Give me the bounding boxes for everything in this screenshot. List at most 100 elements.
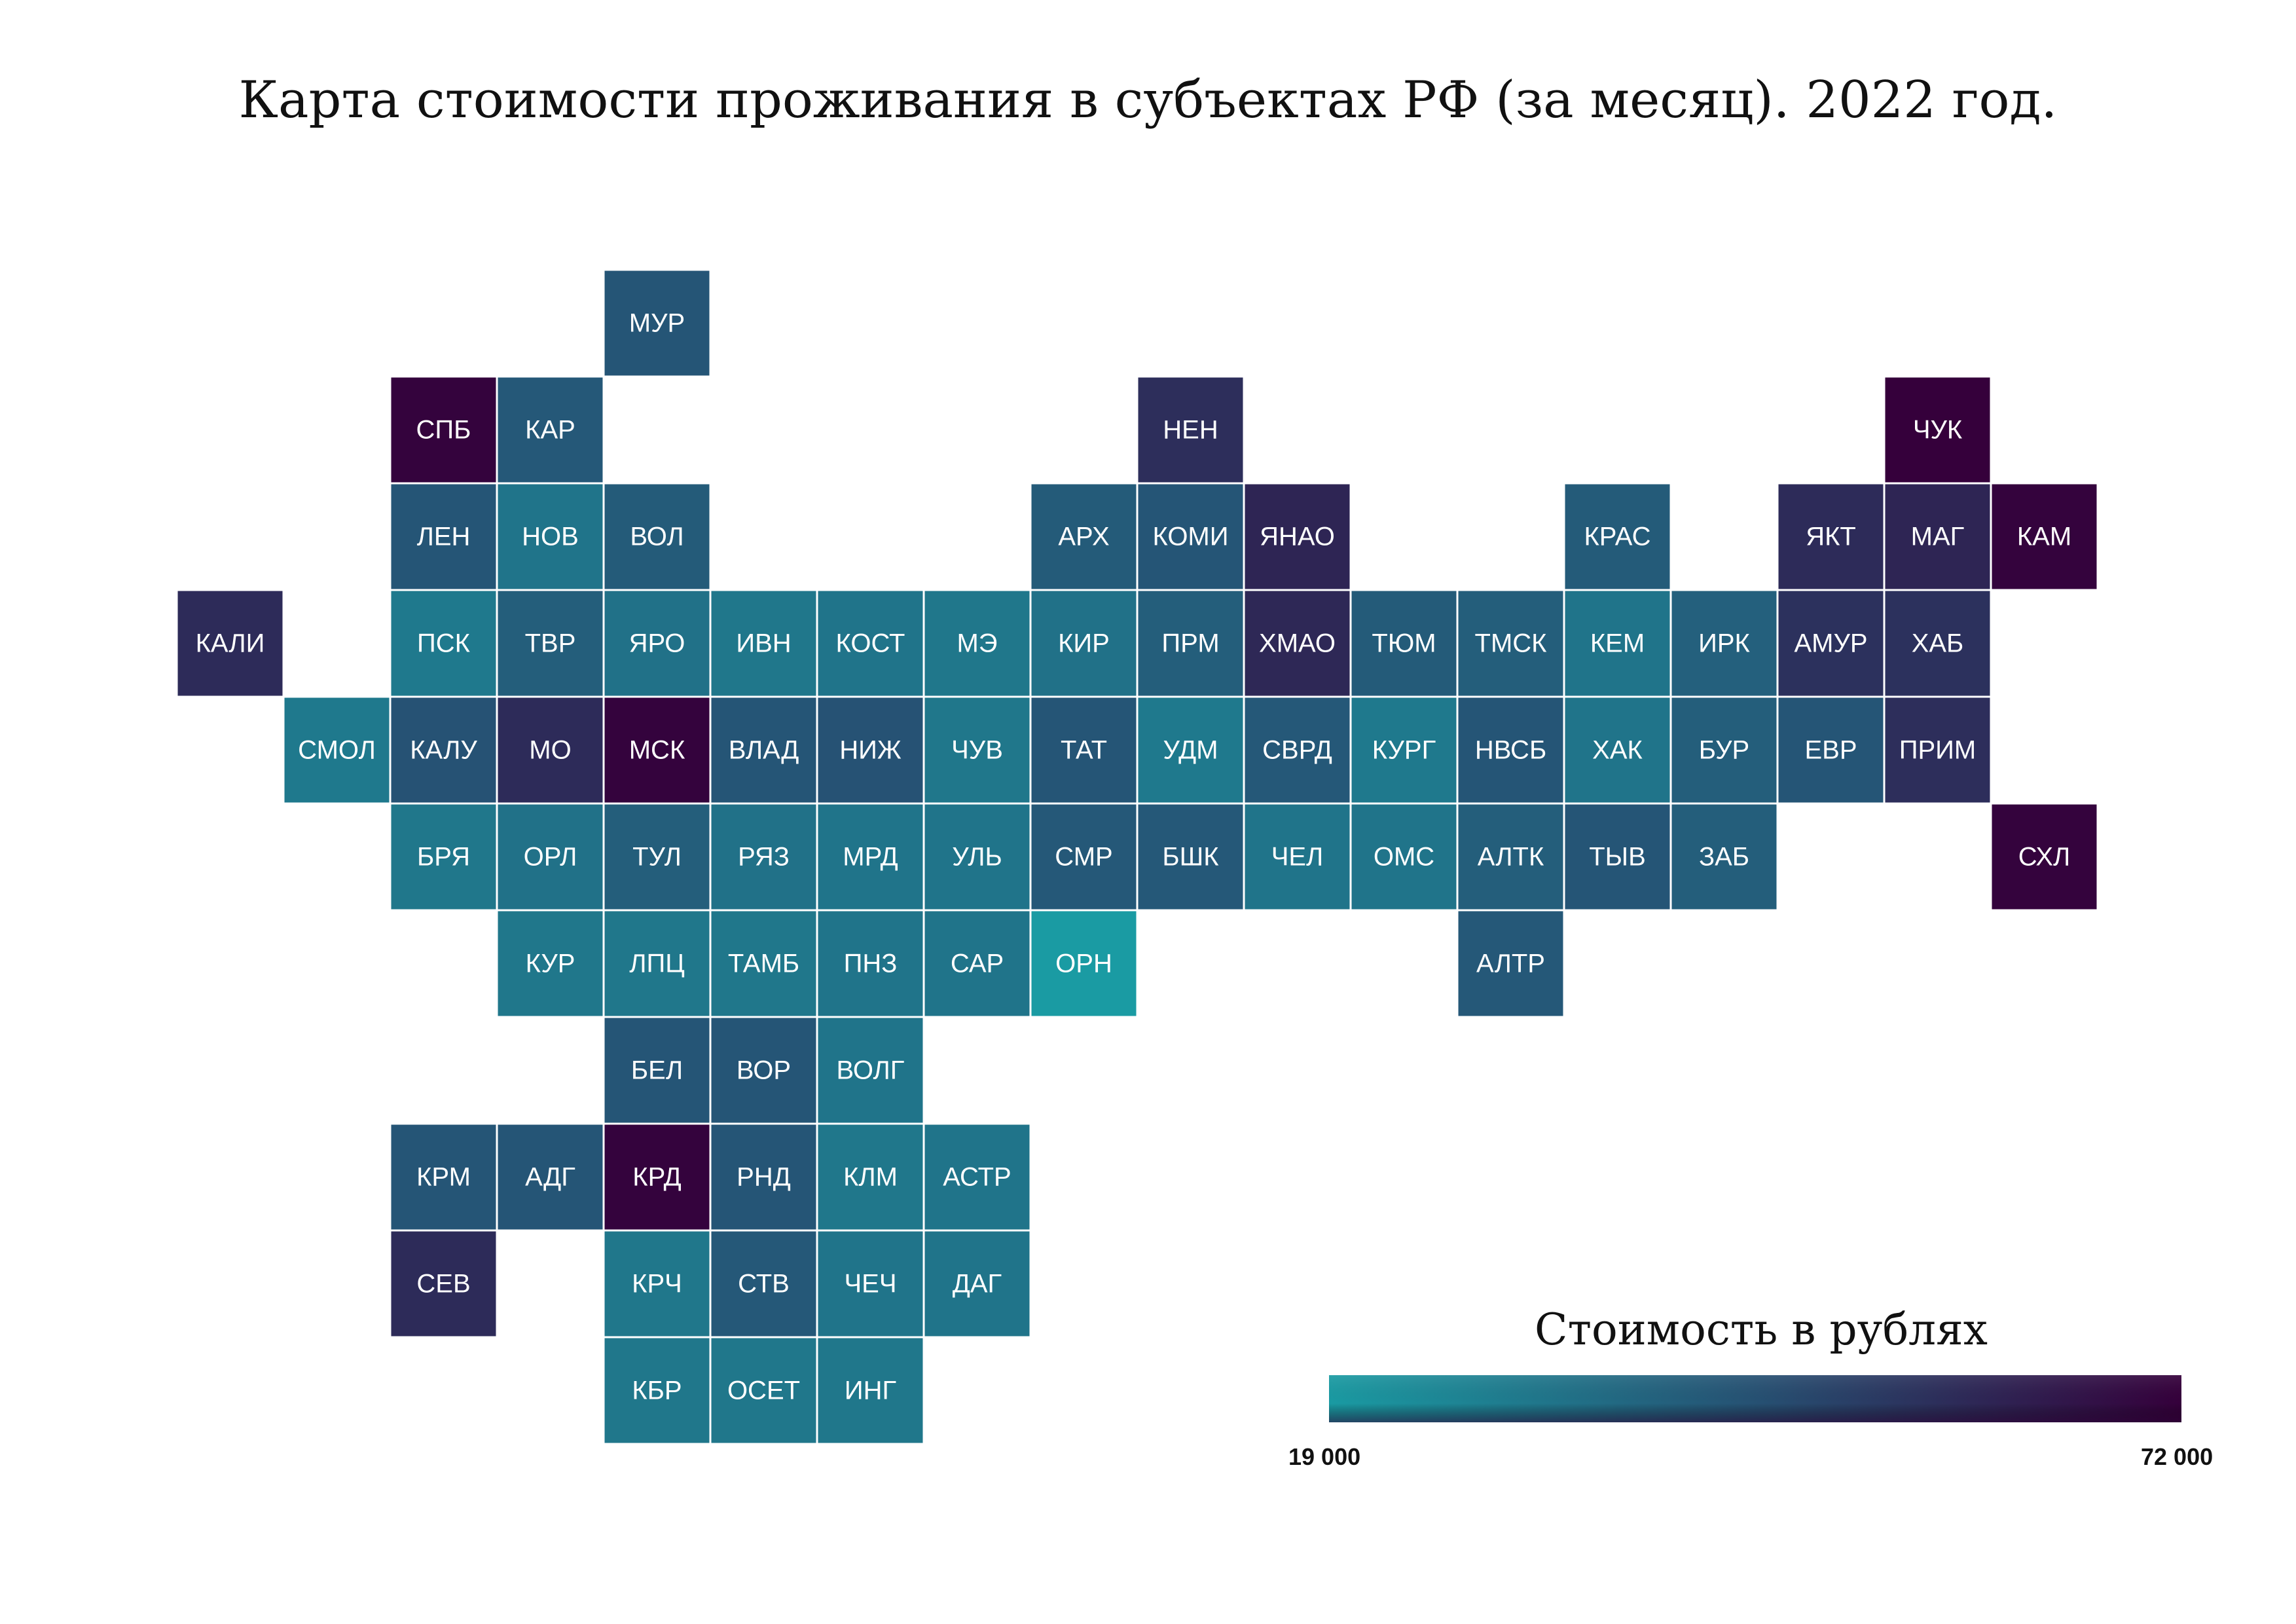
region-tile-rect xyxy=(1243,695,1352,805)
region-tile-rect xyxy=(175,589,285,698)
region-tile: КРАС xyxy=(1563,482,1672,591)
region-label: КУРГ xyxy=(1372,736,1436,765)
region-label: КОМИ xyxy=(1152,523,1228,551)
region-label: УЛЬ xyxy=(952,843,1002,872)
region-tile: ИВН xyxy=(709,589,818,698)
region-label: ЧУК xyxy=(1913,416,1963,445)
region-label: МАГ xyxy=(1911,523,1965,551)
region-label: ТУЛ xyxy=(632,843,682,872)
region-tile: ЧУК xyxy=(1883,375,1992,485)
region-tile-rect xyxy=(922,1229,1032,1338)
legend-color-bar xyxy=(1329,1375,2181,1422)
region-tile-rect xyxy=(922,909,1032,1018)
region-tile-rect xyxy=(1883,695,1992,805)
region-tile-rect xyxy=(1776,589,1886,698)
region-label: АЛТР xyxy=(1476,950,1545,978)
region-tile: БЕЛ xyxy=(602,1016,712,1125)
region-tile: СТВ xyxy=(709,1229,818,1338)
region-label: ЛПЦ xyxy=(629,950,685,978)
region-tile: ТАМБ xyxy=(709,909,818,1018)
region-tile-rect xyxy=(282,695,392,805)
region-tile: СХЛ xyxy=(1990,802,2099,912)
region-label: НОВ xyxy=(522,523,579,551)
region-tile-rect xyxy=(816,695,925,805)
region-label: ВОЛ xyxy=(630,523,683,551)
region-label: КУР xyxy=(526,950,575,978)
region-label: ЧУВ xyxy=(951,736,1003,765)
region-tile-rect xyxy=(1563,482,1672,591)
region-tile: АЛТК xyxy=(1456,802,1565,912)
region-label: КРАС xyxy=(1584,523,1651,551)
region-label: КРМ xyxy=(416,1163,471,1192)
region-tile: ЯКТ xyxy=(1776,482,1886,591)
region-label: ВЛАД xyxy=(729,736,799,765)
region-label: ПСК xyxy=(417,629,471,658)
region-label: ТВР xyxy=(525,629,576,658)
region-label: АЛТК xyxy=(1478,843,1544,872)
region-tile: ЯНАО xyxy=(1243,482,1352,591)
region-tile: НОВ xyxy=(496,482,605,591)
region-tile: СВРД xyxy=(1243,695,1352,805)
region-tile: НИЖ xyxy=(816,695,925,805)
region-tile-rect xyxy=(496,695,605,805)
region-tile: ТАТ xyxy=(1029,695,1139,805)
region-label: КАМ xyxy=(2017,523,2071,551)
region-label: АМУР xyxy=(1794,629,1867,658)
region-tile: ТВР xyxy=(496,589,605,698)
region-label: КЛМ xyxy=(843,1163,898,1192)
region-tile-rect xyxy=(922,802,1032,912)
region-tile: ЧУВ xyxy=(922,695,1032,805)
region-tile: НВСБ xyxy=(1456,695,1565,805)
region-label: САР xyxy=(951,950,1004,978)
region-label: АСТР xyxy=(943,1163,1011,1192)
region-label: КИР xyxy=(1058,629,1110,658)
region-tile-rect xyxy=(1243,802,1352,912)
region-tile: САР xyxy=(922,909,1032,1018)
region-tile-rect xyxy=(1029,482,1139,591)
region-label: ЧЕЧ xyxy=(845,1270,897,1299)
region-tile-rect xyxy=(922,589,1032,698)
legend-max-label: 72 000 xyxy=(2141,1443,2214,1470)
region-tile-rect xyxy=(922,1122,1032,1232)
region-label: КАР xyxy=(525,416,575,445)
region-tile: СПБ xyxy=(389,375,498,485)
region-tile-rect xyxy=(1776,695,1886,805)
region-tile-rect xyxy=(496,589,605,698)
region-label: ИНГ xyxy=(845,1376,896,1405)
region-tile: ХАК xyxy=(1563,695,1672,805)
region-tile-rect xyxy=(816,1336,925,1445)
region-tile-rect xyxy=(1990,482,2099,591)
region-label: НВСБ xyxy=(1475,736,1546,765)
region-label: ЯНАО xyxy=(1260,523,1335,551)
region-tile-rect xyxy=(389,1122,498,1232)
region-tile-rect xyxy=(389,802,498,912)
region-label: ЛЕН xyxy=(417,523,471,551)
region-tile: ПРИМ xyxy=(1883,695,1992,805)
region-label: НЕН xyxy=(1163,416,1218,445)
region-tile-rect xyxy=(1243,482,1352,591)
region-label: ПРМ xyxy=(1161,629,1219,658)
region-tile: КАЛИ xyxy=(175,589,285,698)
region-tile: КОМИ xyxy=(1136,482,1245,591)
region-label: ИРК xyxy=(1698,629,1750,658)
region-tile-rect xyxy=(709,589,818,698)
region-tile-rect xyxy=(1883,482,1992,591)
region-tile-rect xyxy=(816,1229,925,1338)
region-tile: КАР xyxy=(496,375,605,485)
region-tile: ЗАБ xyxy=(1669,802,1779,912)
region-tile: ХАБ xyxy=(1883,589,1992,698)
region-tile: РНД xyxy=(709,1122,818,1232)
region-tile-rect xyxy=(602,482,712,591)
region-tile: МЭ xyxy=(922,589,1032,698)
region-label: СТВ xyxy=(738,1270,790,1299)
region-tile: ВЛАД xyxy=(709,695,818,805)
region-tile-rect xyxy=(1776,482,1886,591)
region-label: КРД xyxy=(632,1163,681,1192)
region-tile-rect xyxy=(389,589,498,698)
region-tile: ОСЕТ xyxy=(709,1336,818,1445)
region-label: МСК xyxy=(629,736,685,765)
region-tile: ТЫВ xyxy=(1563,802,1672,912)
region-label: ТМСК xyxy=(1475,629,1548,658)
region-tile-rect xyxy=(602,1229,712,1338)
